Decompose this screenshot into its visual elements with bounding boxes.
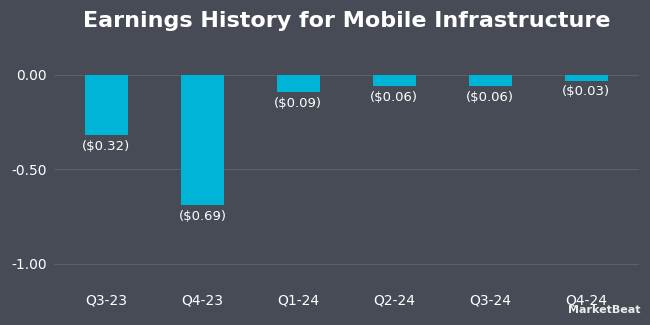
Text: MarketBeat: MarketBeat [567, 305, 640, 315]
Text: ($0.32): ($0.32) [83, 140, 131, 153]
Bar [277, 75, 320, 92]
Bar [565, 75, 608, 81]
Bar [85, 75, 128, 136]
Text: ($0.69): ($0.69) [178, 210, 226, 223]
Bar [372, 75, 416, 86]
Text: ($0.06): ($0.06) [466, 91, 514, 104]
Bar [469, 75, 512, 86]
Bar [181, 75, 224, 205]
Title: Earnings History for Mobile Infrastructure: Earnings History for Mobile Infrastructu… [83, 11, 610, 31]
Text: ($0.09): ($0.09) [274, 97, 322, 110]
Text: ($0.03): ($0.03) [562, 85, 610, 98]
Text: ($0.06): ($0.06) [370, 91, 418, 104]
